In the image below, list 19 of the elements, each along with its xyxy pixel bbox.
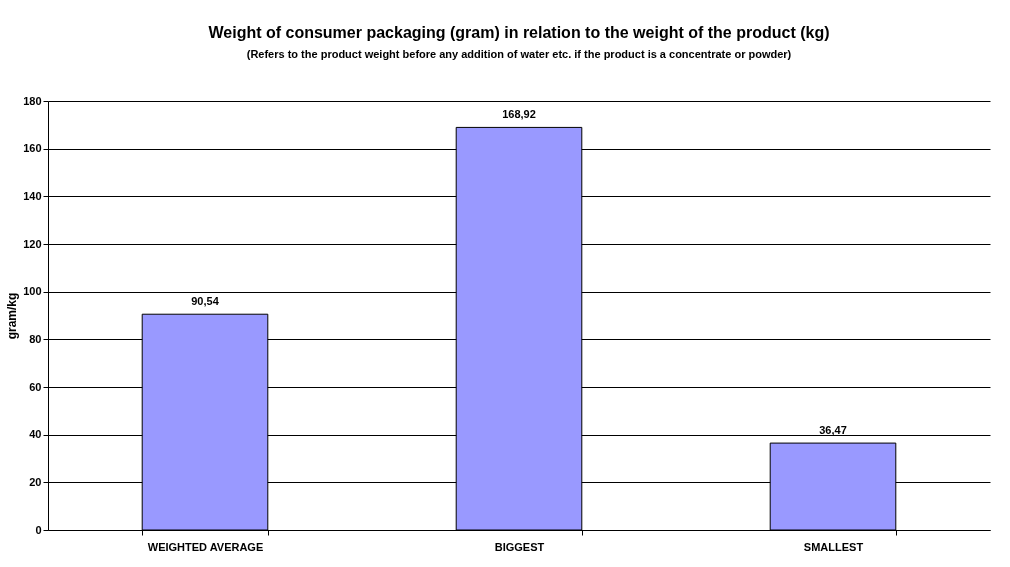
data-label: 36,47 [819,424,847,437]
y-axis-title: gram/kg [5,292,20,340]
y-tick-label: 180 [23,94,42,107]
chart-title: Weight of consumer packaging (gram) in relation to the weight of the product (kg) [208,24,830,41]
y-tick-label: 80 [29,332,42,345]
y-tick-label: 160 [23,142,42,155]
y-tick-label: 40 [29,428,42,441]
chart-subtitle: (Refers to the product weight before any addition of water etc. if the product is a concentrate or powder) [246,48,792,60]
x-tick-label: WEIGHTED AVERAGE [147,540,264,553]
y-tick-label: 60 [29,380,42,393]
x-tick-label: BIGGEST [494,540,545,553]
y-tick-label: 100 [23,285,42,298]
data-label: 90,54 [191,295,220,308]
y-tick-label: 0 [35,523,42,536]
data-label: 168,92 [502,108,536,121]
y-tick-label: 120 [23,237,42,250]
y-tick-label: 20 [29,475,42,488]
x-tick-label: SMALLEST [803,540,864,553]
y-tick-label: 140 [23,189,42,202]
